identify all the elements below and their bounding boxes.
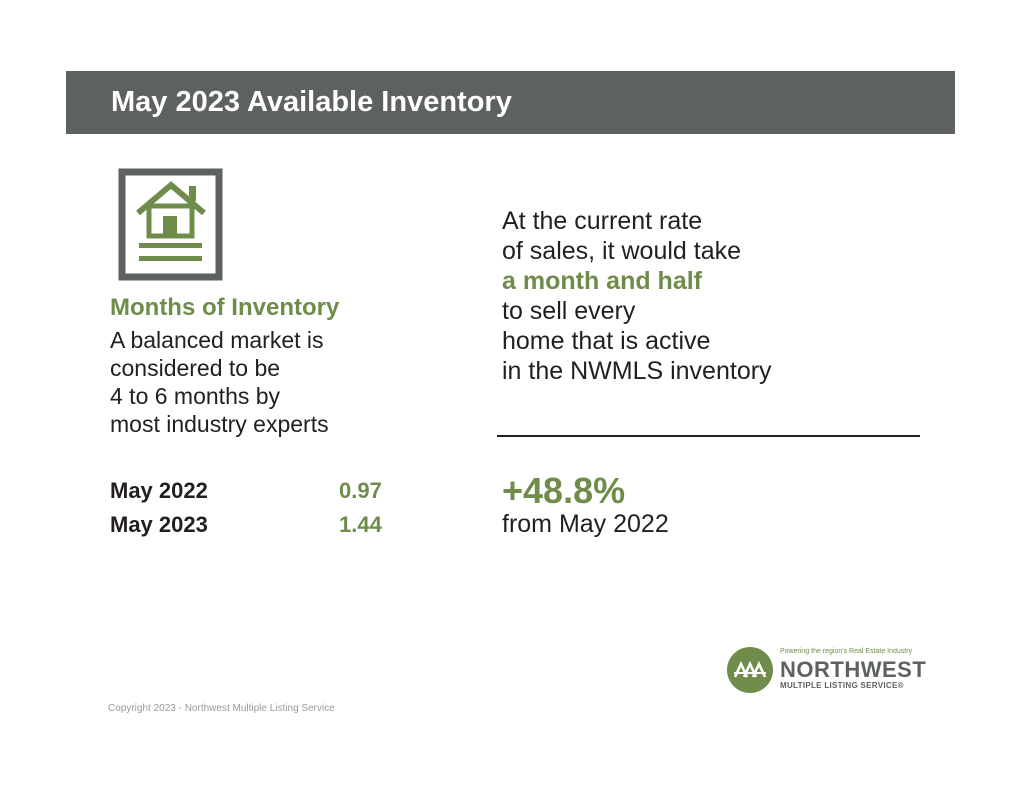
change-percentage: +48.8% [502, 470, 626, 511]
divider [497, 435, 920, 437]
description-line: A balanced market is [110, 327, 324, 353]
stat-label: May 2022 [110, 478, 208, 503]
rate-line: home that is active [502, 327, 711, 355]
description-line: considered to be [110, 355, 281, 381]
logo-name: NORTHWEST [780, 657, 927, 682]
house-document-icon [118, 168, 223, 281]
stat-row-may-2022: May 2022 0.97 [110, 478, 400, 508]
title-banner: May 2023 Available Inventory [66, 71, 955, 134]
rate-line: in the NWMLS inventory [502, 357, 772, 385]
change-caption: from May 2022 [502, 510, 669, 538]
page-title: May 2023 Available Inventory [111, 86, 512, 118]
rate-highlight: a month and half [502, 267, 702, 295]
logo-subtitle: MULTIPLE LISTING SERVICE® [780, 681, 904, 690]
rate-line: At the current rate [502, 207, 703, 235]
months-of-inventory-heading: Months of Inventory [110, 294, 340, 321]
description-line: most industry experts [110, 411, 329, 437]
stat-value: 1.44 [339, 512, 382, 537]
stat-value: 0.97 [339, 478, 382, 503]
stat-label: May 2023 [110, 512, 208, 537]
balanced-market-description: A balanced market is considered to be 4 … [110, 326, 410, 438]
rate-statement: At the current rate of sales, it would t… [502, 206, 772, 386]
copyright-notice: Copyright 2023 - Northwest Multiple List… [108, 703, 335, 714]
rate-line: of sales, it would take [502, 237, 742, 265]
nwmls-logo: Powering the region's Real Estate Indust… [726, 646, 926, 694]
stat-row-may-2023: May 2023 1.44 [110, 512, 400, 542]
logo-tagline: Powering the region's Real Estate Indust… [780, 648, 913, 655]
northwest-mls-logo-icon [727, 647, 773, 693]
description-line: 4 to 6 months by [110, 383, 281, 409]
rate-line: to sell every [502, 297, 636, 325]
